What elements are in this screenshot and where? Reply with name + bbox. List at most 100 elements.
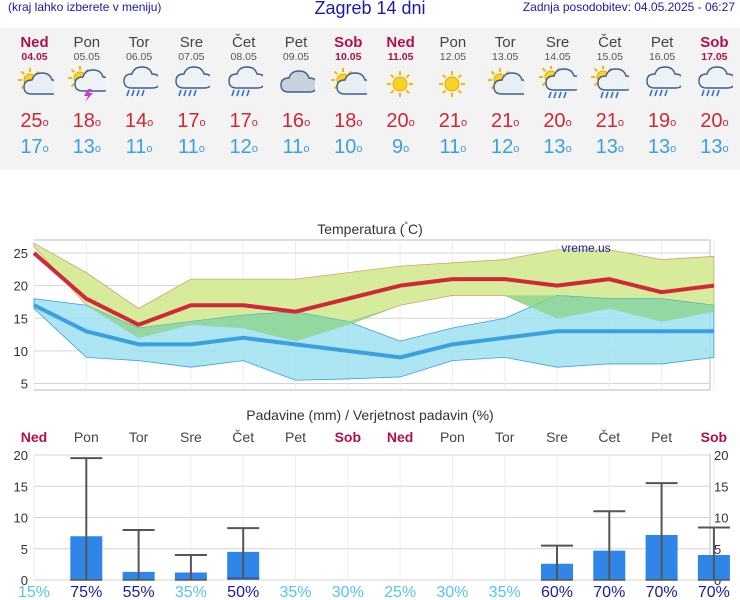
forecast-day: Sre 07.05 17o 11o <box>165 28 217 160</box>
day-date: 08.05 <box>230 51 257 63</box>
last-update: Zadnja posodobitev: 04.05.2025 - 06:27 <box>522 0 735 14</box>
precipitation-probability: 30% <box>332 584 364 600</box>
y-tick-label-left: 15 <box>14 479 28 494</box>
precipitation-probability: 30% <box>436 584 468 600</box>
day-date: 04.05 <box>21 51 48 63</box>
forecast-day: Pon 12.05 21o 11o <box>427 28 479 160</box>
day-date: 10.05 <box>335 51 362 63</box>
precipitation-probability: 75% <box>70 584 102 600</box>
x-category-label: Pet <box>651 429 672 445</box>
day-date: 07.05 <box>178 51 205 63</box>
day-name: Sob <box>700 34 729 51</box>
sun-icon <box>375 66 427 108</box>
y-tick-label-left: 10 <box>14 511 28 526</box>
min-temp: 11o <box>125 136 153 158</box>
max-temp: 18o <box>334 110 363 132</box>
y-tick-label: 5 <box>21 376 28 391</box>
x-category-label: Ned <box>387 429 413 445</box>
sun-icon <box>427 66 479 108</box>
sun-cloud-icon <box>9 66 61 108</box>
day-name: Sob <box>334 34 363 51</box>
x-category-label: Tor <box>129 429 149 445</box>
precipitation-probability: 70% <box>646 584 678 600</box>
min-temp: 10o <box>334 136 363 158</box>
y-tick-label-left: 0 <box>21 573 28 588</box>
x-category-label: Čet <box>232 429 254 445</box>
min-temp: 12o <box>229 136 258 158</box>
x-category-label: Ned <box>21 429 47 445</box>
location-hint[interactable]: (kraj lahko izberete v meniju) <box>8 0 162 14</box>
max-temp: 17o <box>177 110 206 132</box>
forecast-day: Ned 04.05 25o 17o <box>9 28 61 160</box>
forecast-day: Pet 09.05 16o 11o <box>270 28 322 160</box>
forecast-day: Sob 10.05 18o 10o <box>322 28 374 160</box>
min-temp: 13o <box>700 136 729 158</box>
cloud-rain-icon <box>688 66 740 108</box>
day-date: 12.05 <box>439 51 467 63</box>
y-tick-label: 15 <box>14 311 28 326</box>
precipitation-probability: 60% <box>541 584 573 600</box>
precipitation-probability: 70% <box>593 584 625 600</box>
day-date: 17.05 <box>701 51 728 63</box>
day-name: Ned <box>386 34 415 51</box>
cloud-rain-icon <box>636 66 688 108</box>
sun-cloud-rain-icon <box>584 65 636 108</box>
temperature-chart-title: Temperatura (°C) <box>317 220 423 237</box>
precipitation-chart-title: Padavine (mm) / Verjetnost padavin (%) <box>246 407 493 423</box>
max-temp: 21o <box>491 110 520 132</box>
forecast-day: Pon 05.05 18o 13o <box>61 28 113 160</box>
forecast-day: Sob 17.05 20o 13o <box>688 28 740 160</box>
min-temp: 11o <box>177 136 205 158</box>
degree-sign: ° <box>404 220 408 230</box>
cloud-rain-icon <box>218 66 270 108</box>
x-category-label: Sre <box>180 429 202 445</box>
day-date: 09.05 <box>282 51 310 63</box>
min-temp: 13o <box>72 136 101 158</box>
watermark: vreme.us <box>561 241 610 255</box>
max-temp: 16o <box>281 110 311 132</box>
day-date: 06.05 <box>125 51 153 63</box>
min-temp: 13o <box>647 136 677 158</box>
min-temp: 13o <box>543 136 572 158</box>
precipitation-probability: 15% <box>18 584 50 600</box>
x-category-label: Pon <box>440 429 465 445</box>
forecast-day: Ned 11.05 20o 9o <box>375 28 427 160</box>
y-tick-label: 10 <box>14 344 28 359</box>
forecast-day: Čet 08.05 17o 12o <box>218 28 270 160</box>
day-name: Sre <box>179 34 204 51</box>
x-category-label: Tor <box>495 429 515 445</box>
y-tick-label-left: 5 <box>21 542 28 557</box>
min-temp: 11o <box>282 136 310 158</box>
min-temp: 9o <box>391 136 410 158</box>
min-temp-line <box>33 303 714 360</box>
x-category-label: Pet <box>285 429 306 445</box>
day-date: 14.05 <box>544 51 571 63</box>
page-title: Zagreb 14 dni <box>314 0 426 18</box>
day-name: Tor <box>494 34 516 51</box>
max-temp: 21o <box>438 110 468 132</box>
cloud-icon <box>270 66 322 108</box>
max-temp: 20o <box>386 110 415 132</box>
cloud-rain-icon <box>165 66 217 108</box>
y-tick-label: 20 <box>14 279 28 294</box>
sun-cloud-icon <box>322 66 374 108</box>
y-tick-label-right: 5 <box>714 542 721 557</box>
y-tick-label: 25 <box>14 246 28 261</box>
x-category-label: Sre <box>546 429 568 445</box>
x-category-label: Čet <box>598 429 620 445</box>
day-date: 16.05 <box>648 51 676 63</box>
forecast-day: Tor 13.05 21o 12o <box>479 28 531 160</box>
day-name: Čet <box>232 34 256 51</box>
forecast-day: Pet 16.05 19o 13o <box>636 28 688 160</box>
x-category-label: Sob <box>335 429 361 445</box>
forecast-strip: Ned 04.05 25o 17o Pon 05.05 18o 13o Tor 06.05 14o 1… <box>0 28 740 170</box>
precipitation-probability: 70% <box>698 584 730 600</box>
sun-cloud-rain-icon <box>532 65 584 108</box>
max-temp: 20o <box>543 110 572 132</box>
max-temp: 18o <box>72 110 101 132</box>
day-name: Pon <box>73 34 101 51</box>
max-temp: 20o <box>700 110 729 132</box>
precipitation-probability: 25% <box>384 584 416 600</box>
y-tick-label-right: 20 <box>714 448 728 463</box>
